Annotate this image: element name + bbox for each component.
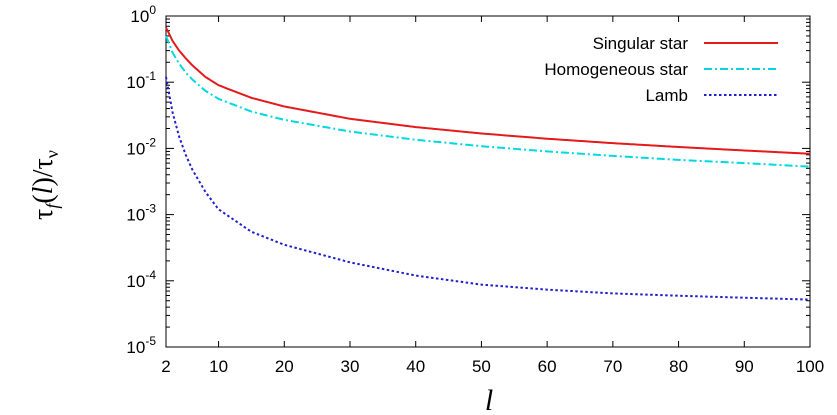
y-tick-label: 10-2 (126, 135, 156, 158)
y-title-l: l (28, 186, 59, 194)
x-tick-label: 30 (341, 357, 360, 376)
y-tick-label: 100 (130, 3, 156, 26)
y-title-sub-f: f (42, 201, 62, 209)
x-tick-label: 50 (472, 357, 491, 376)
x-axis-title: l (485, 384, 493, 415)
series-line-lamb (165, 76, 811, 301)
y-axis-title: τf(l)/τν (28, 150, 62, 220)
x-tick-label: 100 (796, 357, 824, 376)
legend-label: Lamb (645, 86, 688, 105)
x-tick-label: 90 (735, 357, 754, 376)
legend-label: Homogeneous star (544, 60, 688, 79)
plot-frame (165, 15, 811, 348)
x-tick-label: 60 (538, 357, 557, 376)
plot-border (165, 15, 811, 348)
y-tick-label: 10-3 (126, 202, 156, 225)
x-tick-label: 20 (275, 357, 294, 376)
x-tick-label: 80 (669, 357, 688, 376)
y-tick-label: 10-4 (126, 268, 156, 291)
x-tick-label: 40 (406, 357, 425, 376)
y-title-open: ( (28, 194, 59, 203)
y-title-close: )/τ (28, 158, 59, 186)
y-title-sub-nu: ν (42, 150, 62, 158)
x-tick-label: 2 (161, 357, 170, 376)
series-line-homogeneous-star (165, 35, 811, 168)
y-title-tau: τ (28, 209, 59, 220)
series-line-singular-star (165, 27, 811, 155)
y-axis: 10-5 10-4 10-3 10-2 10-1 100 (126, 3, 810, 357)
x-axis: 2 10 20 30 40 50 60 70 80 90 100 (161, 16, 824, 376)
x-tick-label: 10 (209, 357, 228, 376)
y-tick-label: 10-1 (126, 69, 156, 92)
legend-label: Singular star (593, 34, 689, 53)
series-layer (165, 27, 811, 301)
x-tick-label: 70 (603, 357, 622, 376)
y-tick-label: 10-5 (126, 334, 156, 357)
legend: Singular star Homogeneous star Lamb (544, 34, 778, 105)
